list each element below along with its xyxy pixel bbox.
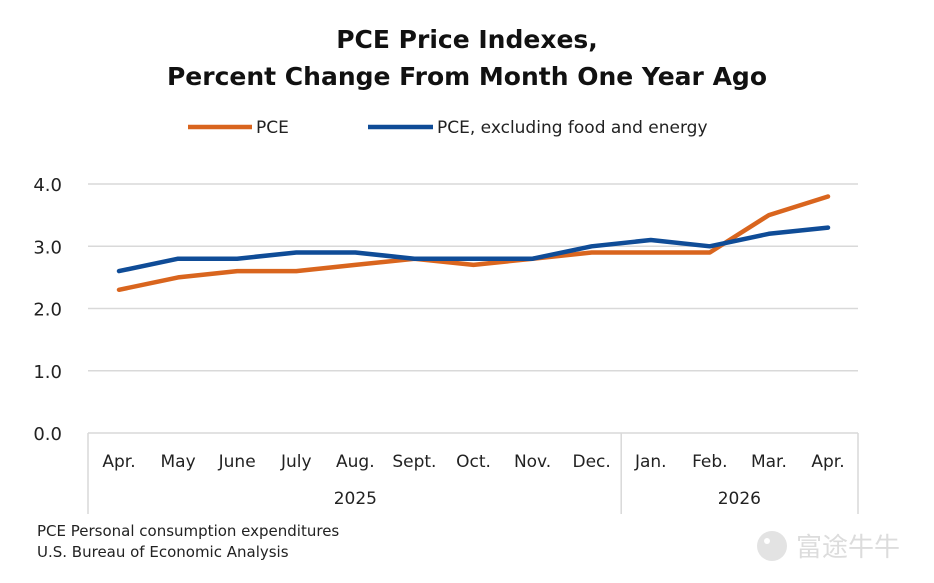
year-label: 2025 — [334, 489, 377, 509]
watermark-icon-eye — [764, 538, 770, 544]
year-label: 2026 — [718, 489, 761, 509]
x-tick-label: Sept. — [392, 452, 436, 472]
source-note-line2: U.S. Bureau of Economic Analysis — [37, 543, 289, 561]
gridlines — [88, 183, 858, 434]
y-axis-ticks: 0.0 1.0 2.0 3.0 4.0 — [33, 175, 62, 445]
y-tick-label: 0.0 — [33, 424, 62, 445]
y-tick-label: 2.0 — [33, 300, 62, 321]
watermark-icon — [757, 531, 787, 561]
y-tick-label: 4.0 — [33, 175, 62, 196]
chart-title-line2: Percent Change From Month One Year Ago — [167, 62, 767, 91]
chart-title-line1: PCE Price Indexes, — [336, 25, 598, 54]
y-tick-label: 1.0 — [33, 362, 62, 383]
x-tick-label: Apr. — [102, 452, 135, 472]
x-tick-label: July — [280, 452, 312, 472]
watermark-logo: 富途牛牛 — [757, 531, 900, 563]
x-tick-label: Aug. — [336, 452, 375, 472]
legend-label-pce: PCE — [256, 118, 289, 138]
x-tick-label: Dec. — [573, 452, 611, 472]
x-tick-label: Nov. — [514, 452, 551, 472]
x-tick-label: June — [218, 452, 256, 472]
x-axis: Apr. May June July Aug. Sept. Oct. Nov. Dec. Jan.… — [87, 433, 859, 514]
watermark-text: 富途牛牛 — [796, 533, 900, 563]
series-lines — [116, 194, 831, 293]
x-tick-label: Apr. — [811, 452, 844, 472]
x-tick-label: Mar. — [751, 452, 787, 472]
y-tick-label: 3.0 — [33, 237, 62, 258]
x-tick-label: Jan. — [634, 452, 667, 472]
legend: PCE PCE, excluding food and energy — [188, 118, 708, 138]
x-tick-label: May — [161, 452, 196, 472]
source-note-line1: PCE Personal consumption expenditures — [37, 522, 339, 540]
x-tick-label: Oct. — [456, 452, 491, 472]
legend-label-core-pce: PCE, excluding food and energy — [437, 118, 708, 138]
x-tick-label: Feb. — [692, 452, 728, 472]
